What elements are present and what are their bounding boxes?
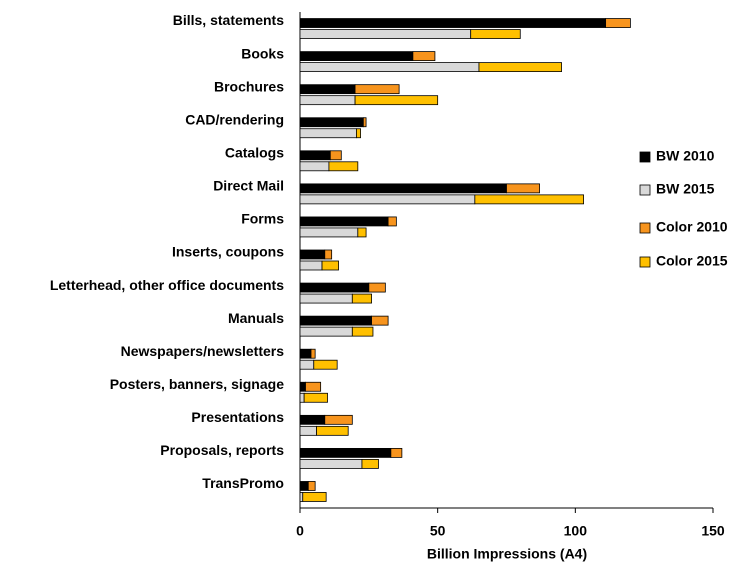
y-tick-label: Letterhead, other office documents: [50, 277, 284, 293]
bar: [299, 293, 353, 304]
bar: [299, 150, 331, 161]
bar: [299, 359, 315, 370]
bar: [299, 260, 323, 271]
bar: [605, 18, 631, 28]
bar: [299, 161, 330, 172]
bar: [356, 128, 361, 139]
bar: [299, 249, 326, 260]
bar: [299, 183, 507, 194]
bar: [310, 348, 316, 359]
bar: [354, 95, 439, 106]
legend-label: Color 2010: [656, 219, 728, 235]
legend-swatch: [639, 184, 651, 196]
bar: [478, 62, 562, 72]
y-tick-label: Books: [241, 45, 284, 61]
y-tick-label: Inserts, coupons: [172, 244, 284, 260]
bar: [299, 315, 372, 326]
bar: [303, 392, 328, 403]
legend-label: BW 2010: [656, 148, 715, 164]
bar: [371, 315, 389, 326]
y-tick-label: TransPromo: [202, 475, 284, 491]
x-tick-label: 0: [296, 523, 304, 539]
legend-label: BW 2015: [656, 181, 715, 197]
bar: [299, 128, 357, 139]
y-tick-label: Manuals: [228, 310, 284, 326]
bar: [362, 117, 367, 128]
bar: [329, 150, 342, 161]
y-tick-label: CAD/rendering: [185, 111, 284, 127]
y-tick-label: Proposals, reports: [160, 442, 284, 458]
y-tick-label: Direct Mail: [213, 178, 284, 194]
bar: [299, 447, 392, 458]
bar: [299, 62, 480, 72]
bar: [313, 359, 338, 370]
bar: [299, 84, 356, 95]
y-tick-label: Catalogs: [225, 145, 284, 161]
bar: [470, 29, 521, 39]
bar: [299, 392, 305, 403]
legend-label: Color 2015: [656, 253, 728, 269]
x-tick-label: 50: [430, 523, 446, 539]
bar: [351, 293, 372, 304]
bar: [299, 216, 389, 227]
bar: [316, 425, 349, 436]
legend-swatch: [639, 151, 651, 163]
bar: [357, 227, 367, 238]
y-tick-label: Bills, statements: [173, 12, 284, 28]
y-tick-label: Brochures: [214, 78, 284, 94]
bar: [361, 458, 379, 469]
x-axis-title: Billion Impressions (A4): [427, 546, 587, 562]
bar: [299, 458, 363, 469]
bar: [299, 51, 414, 61]
y-tick-label: Posters, banners, signage: [110, 376, 284, 392]
bar: [351, 326, 374, 337]
bar: [302, 492, 327, 502]
x-tick-label: 150: [701, 523, 725, 539]
bar: [390, 447, 403, 458]
bar: [354, 84, 400, 95]
bar: [299, 117, 364, 128]
y-tick-label: Newspapers/newsletters: [121, 343, 285, 359]
bar: [299, 282, 370, 293]
bar: [299, 414, 326, 425]
bar: [368, 282, 386, 293]
bar: [321, 260, 339, 271]
y-tick-label: Presentations: [191, 409, 284, 425]
bar: [328, 161, 359, 172]
bar: [299, 227, 359, 238]
legend-swatch: [639, 256, 651, 268]
bar: [299, 18, 607, 28]
bar: [506, 183, 540, 194]
bar: [299, 348, 312, 359]
bar: [324, 414, 353, 425]
x-tick-label: 100: [564, 523, 588, 539]
y-tick-label: Forms: [241, 211, 284, 227]
bar: [412, 51, 436, 61]
bar: [299, 29, 472, 39]
bar: [305, 381, 322, 392]
bar: [299, 95, 356, 106]
bar: [299, 326, 353, 337]
bar: [474, 194, 584, 205]
bar: [299, 492, 304, 502]
bar: [307, 481, 316, 491]
bar: [299, 481, 309, 491]
legend-swatch: [639, 222, 651, 234]
bar: [299, 381, 306, 392]
bar: [299, 425, 317, 436]
bar: [387, 216, 397, 227]
bar: [299, 194, 476, 205]
bar: [324, 249, 333, 260]
